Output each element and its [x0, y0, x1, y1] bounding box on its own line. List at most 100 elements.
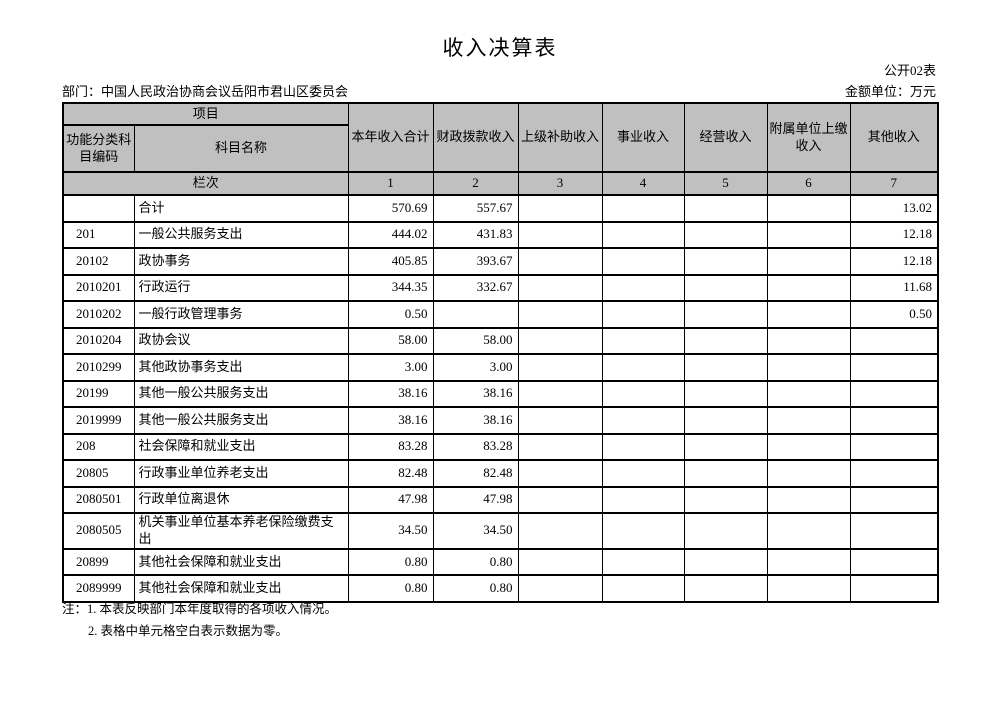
- row-value: [849, 353, 939, 382]
- table-row: 2080501 行政单位离退休 47.98 47.98: [62, 485, 939, 514]
- row-code: 2080501: [62, 485, 135, 514]
- row-value: 38.16: [347, 379, 434, 408]
- row-value: [766, 547, 851, 577]
- row-value: 38.16: [347, 406, 434, 435]
- row-value: 11.68: [849, 273, 939, 302]
- row-value: [849, 574, 939, 603]
- row-value: [517, 512, 603, 550]
- row-code: 2010204: [62, 326, 135, 355]
- row-value: [766, 406, 851, 435]
- row-value: [849, 547, 939, 577]
- row-code: 208: [62, 432, 135, 461]
- row-value: 431.83: [432, 220, 519, 249]
- row-code: 20899: [62, 547, 135, 577]
- row-code: 201: [62, 220, 135, 249]
- row-value: 34.50: [347, 512, 434, 550]
- header-colnum: 3: [517, 171, 603, 196]
- row-value: 0.50: [347, 300, 434, 329]
- header-col-operating: 经营收入: [683, 102, 768, 173]
- row-value: 47.98: [432, 485, 519, 514]
- row-value: [601, 247, 685, 276]
- row-value: [683, 326, 768, 355]
- header-colnum: 4: [601, 171, 685, 196]
- row-code: 2089999: [62, 574, 135, 603]
- row-value: [766, 220, 851, 249]
- row-value: [849, 485, 939, 514]
- header-col-affiliated: 附属单位上缴收入: [766, 102, 851, 173]
- row-value: [849, 512, 939, 550]
- row-value: 0.50: [849, 300, 939, 329]
- table-row: 2080505 机关事业单位基本养老保险缴费支出 34.50 34.50: [62, 512, 939, 550]
- header-row-lanci: 栏次 1 2 3 4 5 6 7: [62, 171, 939, 196]
- row-code: 2010201: [62, 273, 135, 302]
- row-value: [517, 432, 603, 461]
- row-value: 393.67: [432, 247, 519, 276]
- row-value: [517, 300, 603, 329]
- row-value: [517, 574, 603, 603]
- row-value: [601, 459, 685, 488]
- table-row: 合计 570.69 557.67 13.02: [62, 194, 939, 223]
- table-row: 2010201 行政运行 344.35 332.67 11.68: [62, 273, 939, 302]
- row-value: [766, 353, 851, 382]
- row-value: [683, 547, 768, 577]
- row-value: [601, 574, 685, 603]
- row-value: 47.98: [347, 485, 434, 514]
- row-value: [517, 459, 603, 488]
- row-value: [766, 326, 851, 355]
- row-value: [766, 459, 851, 488]
- table-code-label: 公开02表: [883, 63, 936, 78]
- department-label: 部门：中国人民政治协商会议岳阳市君山区委员会: [62, 84, 349, 99]
- header-col-subsidy: 上级补助收入: [517, 102, 603, 173]
- row-value: [683, 353, 768, 382]
- row-value: 34.50: [432, 512, 519, 550]
- row-value: [849, 406, 939, 435]
- table-body: 合计 570.69 557.67 13.02 201 一般公共服务支出 444.…: [62, 194, 939, 603]
- row-value: 0.80: [432, 574, 519, 603]
- row-value: [683, 432, 768, 461]
- row-value: [849, 379, 939, 408]
- row-value: 12.18: [849, 220, 939, 249]
- row-value: 3.00: [432, 353, 519, 382]
- row-value: 557.67: [432, 194, 519, 223]
- row-value: [601, 379, 685, 408]
- row-value: [601, 194, 685, 223]
- row-name: 其他一般公共服务支出: [133, 379, 349, 408]
- row-name: 政协事务: [133, 247, 349, 276]
- row-value: [849, 459, 939, 488]
- row-value: 344.35: [347, 273, 434, 302]
- table-row: 2019999 其他一般公共服务支出 38.16 38.16: [62, 406, 939, 435]
- row-value: [432, 300, 519, 329]
- row-name: 行政运行: [133, 273, 349, 302]
- row-value: [601, 273, 685, 302]
- row-value: 58.00: [347, 326, 434, 355]
- row-value: 82.48: [432, 459, 519, 488]
- row-value: [849, 432, 939, 461]
- row-value: [601, 432, 685, 461]
- row-code: 20805: [62, 459, 135, 488]
- row-value: [683, 574, 768, 603]
- row-value: [766, 300, 851, 329]
- row-code: 20199: [62, 379, 135, 408]
- header-colnum: 7: [849, 171, 939, 196]
- row-value: [601, 220, 685, 249]
- row-value: [683, 194, 768, 223]
- row-value: [517, 379, 603, 408]
- table-row: 2089999 其他社会保障和就业支出 0.80 0.80: [62, 574, 939, 603]
- row-name: 行政单位离退休: [133, 485, 349, 514]
- header-lanci: 栏次: [62, 171, 349, 196]
- row-value: [683, 406, 768, 435]
- row-code: 2010202: [62, 300, 135, 329]
- row-value: 405.85: [347, 247, 434, 276]
- note-2: 2. 表格中单元格空白表示数据为零。: [88, 624, 289, 638]
- table-row: 20899 其他社会保障和就业支出 0.80 0.80: [62, 547, 939, 577]
- row-value: 83.28: [432, 432, 519, 461]
- income-table: 项目 本年收入合计 财政拨款收入 上级补助收入 事业收入 经营收入 附属单位上缴…: [62, 102, 940, 603]
- row-code: 20102: [62, 247, 135, 276]
- header-code-col: 功能分类科目编码: [62, 124, 135, 173]
- row-name: 合计: [133, 194, 349, 223]
- row-value: 3.00: [347, 353, 434, 382]
- row-value: [766, 512, 851, 550]
- row-value: [601, 512, 685, 550]
- note-1: 注：1. 本表反映部门本年度取得的各项收入情况。: [62, 602, 338, 616]
